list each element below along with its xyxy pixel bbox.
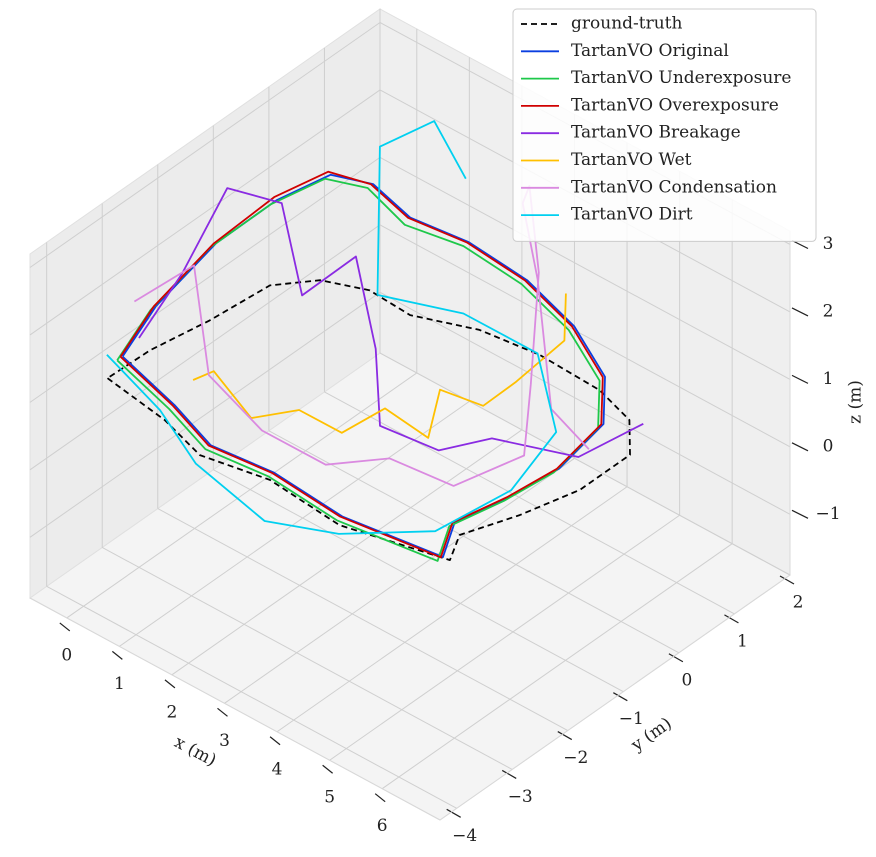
x-tick-label: 4 (272, 759, 283, 779)
y-tick-label: 2 (793, 593, 804, 613)
grid-line (157, 508, 569, 731)
grid-line (379, 224, 791, 448)
grid-line (379, 352, 791, 576)
x-tick-label: 6 (377, 816, 388, 836)
trajectory-line (119, 170, 604, 559)
tick-mark (791, 509, 809, 519)
x-tick-label: 0 (61, 645, 72, 665)
tick-mark (613, 692, 628, 702)
z-tick-label: 3 (823, 234, 834, 254)
legend-label: TartanVO Overexposure (571, 95, 779, 115)
tick-mark (269, 736, 281, 746)
grid-line (171, 429, 523, 676)
z-tick-label: 2 (823, 301, 834, 321)
x-axis-label: x (m) (171, 732, 220, 770)
y-tick-label: −4 (452, 826, 477, 846)
legend: ground-truth TartanVO Original TartanVO Un… (512, 8, 817, 242)
grid-line (379, 291, 791, 515)
legend-label: TartanVO Condensation (571, 177, 777, 197)
legend-label: TartanVO Original (571, 41, 729, 61)
grid-line (29, 156, 381, 403)
grid-line (324, 391, 735, 615)
trajectory-line (133, 185, 590, 487)
legend-label: TartanVO Underexposure (571, 68, 792, 88)
grid-line (268, 430, 680, 654)
y-axis-line (439, 574, 791, 821)
grid-line (66, 372, 418, 619)
z-tick-label: 0 (823, 436, 834, 456)
grid-line (379, 156, 791, 380)
grid-line (213, 469, 624, 693)
y-tick-label: 0 (681, 670, 692, 690)
trajectory-line (106, 279, 631, 561)
y-tick-label: 1 (737, 631, 748, 651)
tick-mark (557, 731, 573, 741)
grid-line (101, 547, 513, 770)
tick-mark (111, 650, 123, 660)
tick-mark (446, 808, 461, 818)
trajectory-line (106, 120, 558, 535)
tick-mark (779, 575, 795, 585)
x-axis-line (29, 597, 441, 821)
tick-mark (217, 707, 228, 717)
grid-line (329, 514, 680, 761)
legend-box (512, 8, 817, 242)
tick-mark (791, 442, 809, 452)
y-tick-label: −1 (619, 709, 644, 729)
trajectories (106, 120, 644, 562)
tick-mark (501, 769, 517, 779)
x-tick-label: 2 (167, 702, 178, 722)
tick-mark (724, 614, 739, 624)
tick-mark (791, 307, 809, 317)
grid-line (29, 89, 381, 336)
x-tick-label: 3 (219, 731, 230, 751)
grid-line (224, 457, 575, 704)
grid-line (29, 22, 381, 268)
tick-mark (791, 374, 809, 384)
trajectory-line (116, 177, 601, 562)
axes: 0 1 2 3 4 5 6 −4 −3 −2 −1 0 1 2 −1 0 1 2 3 (29, 231, 841, 846)
y-tick-label: −2 (563, 748, 588, 768)
legend-label: TartanVO Breakage (571, 123, 741, 143)
legend-label: TartanVO Dirt (571, 205, 693, 225)
tick-mark (164, 679, 176, 689)
grid-line (119, 400, 470, 647)
trajectory-line (192, 293, 567, 439)
grid-line (381, 543, 733, 790)
z-axis-label: z (m) (846, 380, 866, 424)
tick-mark (322, 764, 333, 774)
trajectory-line (121, 173, 606, 558)
grid-line (276, 486, 628, 733)
grid-line (46, 585, 457, 809)
grid-line (29, 291, 381, 538)
legend-label: ground-truth (571, 14, 683, 34)
trajectory-line (138, 187, 644, 458)
tick-mark (668, 653, 684, 663)
x-tick-label: 1 (114, 674, 125, 694)
y-tick-label: −3 (508, 787, 533, 807)
x-tick-label: 5 (324, 788, 335, 808)
z-tick-label: −1 (815, 504, 840, 524)
z-tick-label: 1 (823, 369, 834, 389)
tick-mark (374, 793, 386, 803)
tick-mark (59, 622, 71, 632)
legend-label: TartanVO Wet (571, 150, 692, 170)
